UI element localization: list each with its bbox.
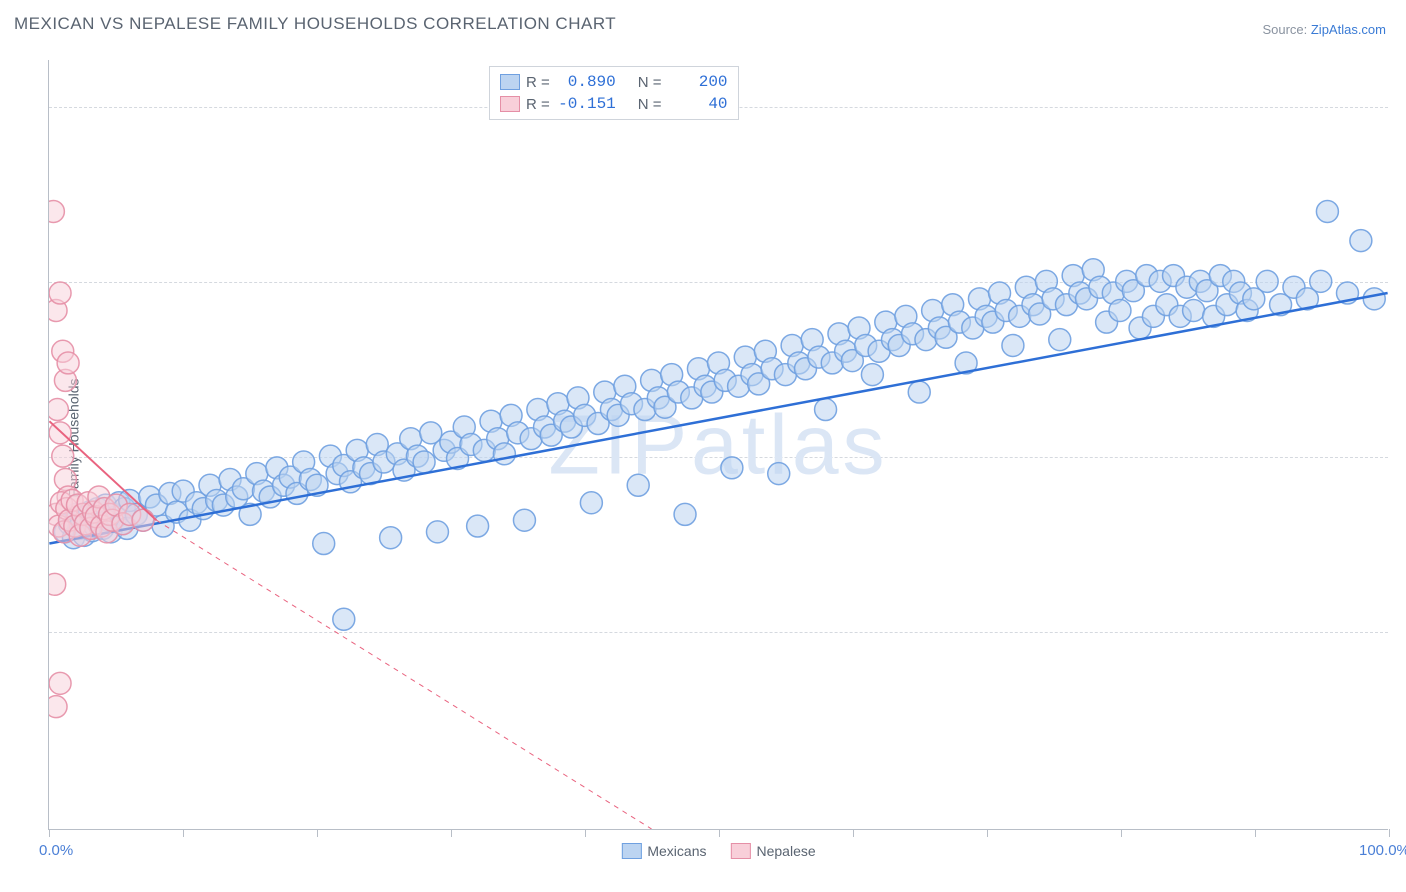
x-tick [1389, 829, 1390, 837]
x-tick [49, 829, 50, 837]
y-tick-label: 70.0% [1400, 448, 1406, 465]
x-tick [317, 829, 318, 837]
scatter-point [721, 457, 743, 479]
legend-correlation-row: R = -0.151 N = 40 [500, 93, 728, 115]
y-tick-label: 55.0% [1400, 623, 1406, 640]
legend-series: Mexicans Nepalese [621, 843, 815, 859]
legend-series-item: Mexicans [621, 843, 706, 859]
legend-correlation: R = 0.890 N = 200 R = -0.151 N = 40 [489, 66, 739, 120]
y-tick-label: 85.0% [1400, 273, 1406, 290]
scatter-point [1256, 270, 1278, 292]
scatter-point [1002, 334, 1024, 356]
x-tick-label: 0.0% [39, 842, 73, 859]
legend-swatch [500, 96, 520, 112]
legend-swatch [621, 843, 641, 859]
source-link[interactable]: ZipAtlas.com [1311, 22, 1386, 37]
scatter-point [426, 521, 448, 543]
scatter-svg [49, 60, 1388, 829]
scatter-point [467, 515, 489, 537]
legend-r-label: R = [526, 96, 550, 113]
scatter-point [49, 696, 67, 718]
x-tick [451, 829, 452, 837]
scatter-point [493, 443, 515, 465]
x-tick [585, 829, 586, 837]
scatter-point [49, 200, 64, 222]
scatter-point [1310, 270, 1332, 292]
scatter-point [49, 672, 71, 694]
scatter-point [1049, 329, 1071, 351]
scatter-point [1183, 300, 1205, 322]
source-prefix: Source: [1262, 22, 1310, 37]
trend-line-extrapolated [156, 520, 651, 829]
scatter-point [1363, 288, 1385, 310]
legend-n-value: 40 [668, 95, 728, 113]
scatter-point [861, 364, 883, 386]
legend-correlation-row: R = 0.890 N = 200 [500, 71, 728, 93]
scatter-point [380, 527, 402, 549]
x-tick-label: 100.0% [1359, 842, 1406, 859]
trend-line [49, 293, 1387, 544]
legend-swatch [500, 74, 520, 90]
scatter-point [313, 533, 335, 555]
scatter-point [815, 399, 837, 421]
scatter-point [627, 474, 649, 496]
x-tick [719, 829, 720, 837]
scatter-point [1350, 230, 1372, 252]
x-tick [853, 829, 854, 837]
scatter-point [768, 463, 790, 485]
x-tick [987, 829, 988, 837]
legend-series-item: Nepalese [730, 843, 815, 859]
scatter-point [908, 381, 930, 403]
legend-swatch [730, 843, 750, 859]
legend-n-label: N = [638, 96, 662, 113]
scatter-point [57, 352, 79, 374]
chart-title: MEXICAN VS NEPALESE FAMILY HOUSEHOLDS CO… [14, 14, 616, 34]
scatter-point [132, 509, 154, 531]
legend-r-value: -0.151 [556, 95, 616, 113]
scatter-point [49, 399, 68, 421]
source-attribution: Source: ZipAtlas.com [1262, 22, 1386, 37]
legend-series-label: Nepalese [756, 843, 815, 859]
scatter-point [513, 509, 535, 531]
x-tick [183, 829, 184, 837]
scatter-point [333, 608, 355, 630]
scatter-point [674, 503, 696, 525]
chart-plot-area: ZIPatlas R =0.890N =200R =-0.151N =40 Me… [48, 60, 1388, 830]
legend-r-value: 0.890 [556, 73, 616, 91]
legend-r-label: R = [526, 74, 550, 91]
x-tick [1121, 829, 1122, 837]
scatter-point [49, 282, 71, 304]
legend-n-value: 200 [668, 73, 728, 91]
scatter-point [413, 451, 435, 473]
scatter-point [580, 492, 602, 514]
legend-series-label: Mexicans [647, 843, 706, 859]
scatter-point [1316, 200, 1338, 222]
scatter-point [1109, 300, 1131, 322]
scatter-point [49, 573, 66, 595]
scatter-point [52, 445, 74, 467]
legend-n-label: N = [638, 74, 662, 91]
y-tick-label: 100.0% [1400, 98, 1406, 115]
x-tick [1255, 829, 1256, 837]
